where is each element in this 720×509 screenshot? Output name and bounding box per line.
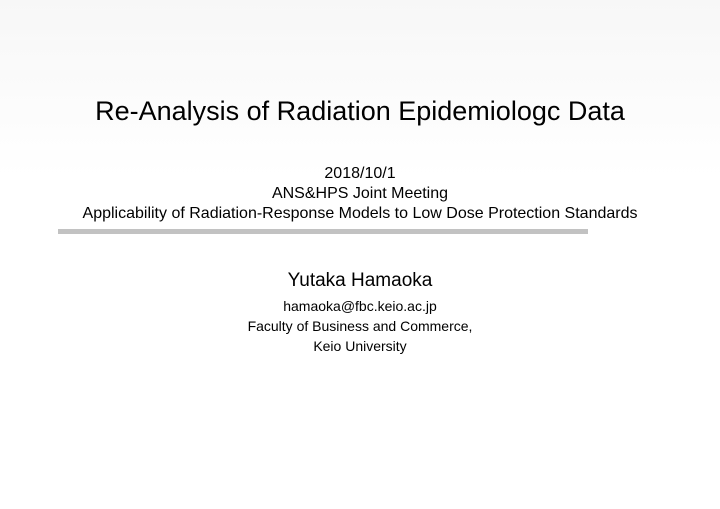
slide-title: Re-Analysis of Radiation Epidemiologc Da…	[0, 96, 720, 127]
author-university: Keio University	[0, 338, 720, 354]
author-faculty: Faculty of Business and Commerce,	[0, 318, 720, 334]
meeting-name: ANS&HPS Joint Meeting	[0, 185, 720, 203]
title-slide: Re-Analysis of Radiation Epidemiologc Da…	[0, 0, 720, 509]
author-email: hamaoka@fbc.keio.ac.jp	[0, 298, 720, 314]
author-name: Yutaka Hamaoka	[0, 270, 720, 292]
slide-subtitle: Applicability of Radiation-Response Mode…	[0, 205, 720, 223]
slide-date: 2018/10/1	[0, 165, 720, 183]
divider-bar	[58, 229, 588, 234]
